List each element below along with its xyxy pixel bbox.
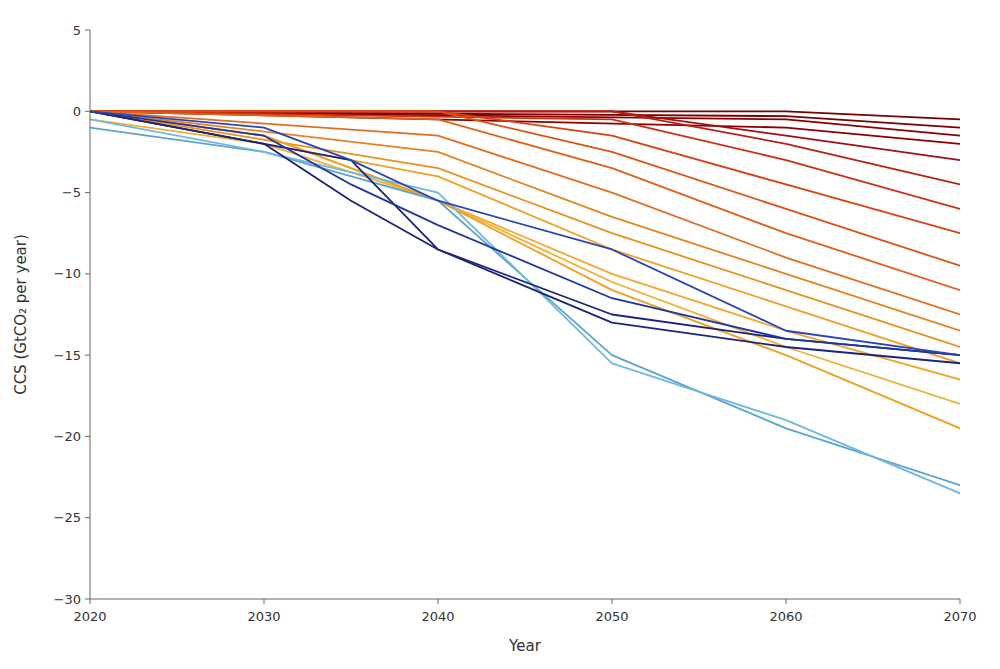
y-axis-label: CCS (GtCO₂ per year)	[12, 234, 30, 395]
series-line	[90, 111, 960, 363]
y-tick-label: −20	[54, 429, 81, 444]
x-tick-label: 2030	[247, 609, 280, 624]
y-tick-label: −25	[54, 510, 81, 525]
x-tick	[786, 599, 787, 604]
x-tick-label: 2040	[421, 609, 454, 624]
y-tick	[85, 517, 90, 518]
y-tick-label: −15	[54, 348, 81, 363]
x-tick-label: 2070	[943, 609, 976, 624]
series-line	[90, 111, 960, 184]
x-tick	[438, 599, 439, 604]
y-tick	[85, 436, 90, 437]
x-tick	[612, 599, 613, 604]
series-line	[90, 111, 960, 428]
series-line	[90, 128, 960, 486]
x-axis-label: Year	[508, 637, 542, 655]
series-line	[90, 111, 960, 355]
series-line	[90, 111, 960, 265]
y-tick-label: −30	[54, 592, 81, 607]
y-tick-label: 0	[73, 104, 81, 119]
axes: 2020 2030 2040 2050 2060 2070 5 0 −5 −10 −15 −20 −25…	[54, 23, 977, 625]
x-tick	[90, 599, 91, 604]
x-tick	[264, 599, 265, 604]
series-line	[90, 111, 960, 144]
y-axis-line	[90, 30, 91, 599]
x-tick	[960, 599, 961, 604]
series-line	[90, 111, 960, 355]
series-line	[90, 119, 960, 493]
x-tick-label: 2060	[769, 609, 802, 624]
series-line	[90, 111, 960, 355]
y-tick-label: −5	[62, 185, 81, 200]
y-tick	[85, 30, 90, 31]
x-axis-line	[90, 599, 960, 600]
y-tick	[85, 355, 90, 356]
lines	[90, 111, 960, 493]
y-tick	[85, 273, 90, 274]
chart-container: 2020 2030 2040 2050 2060 2070 5 0 −5 −10 −15 −20 −25…	[0, 0, 1000, 669]
x-tick-label: 2020	[73, 609, 106, 624]
x-tick-label: 2050	[595, 609, 628, 624]
y-tick-label: 5	[73, 23, 81, 38]
y-tick-label: −10	[54, 266, 81, 281]
y-tick	[85, 192, 90, 193]
y-tick	[85, 111, 90, 112]
y-tick	[85, 599, 90, 600]
chart-svg: 2020 2030 2040 2050 2060 2070 5 0 −5 −10 −15 −20 −25…	[0, 0, 1000, 669]
